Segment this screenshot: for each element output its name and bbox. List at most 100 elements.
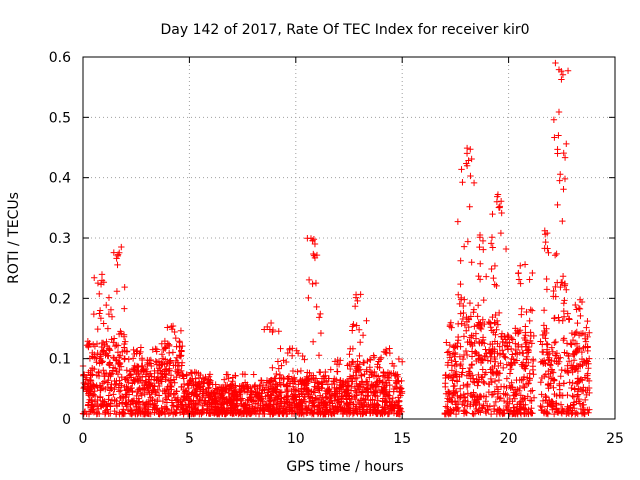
data-point [382,348,389,356]
data-point [202,397,209,405]
data-point [320,410,327,418]
x-tick-label: 5 [185,431,194,447]
data-point [451,353,458,360]
data-point [96,290,103,298]
data-point [168,397,176,404]
data-point [559,273,567,280]
data-point [252,389,260,397]
data-point [526,276,533,283]
data-point [581,335,589,342]
data-point [245,408,253,416]
data-point [312,394,319,402]
data-point [137,348,144,356]
data-point [310,236,318,243]
data-point [313,303,320,311]
data-point [123,391,130,398]
data-point [362,396,369,403]
data-point [166,409,174,417]
data-point [172,409,179,416]
data-point [494,191,502,198]
data-point [396,404,403,412]
data-point [474,301,482,309]
data-point [176,343,183,351]
data-point [544,409,551,417]
data-point [550,116,558,124]
data-point [496,395,503,402]
data-point [374,380,381,388]
data-point [167,357,174,364]
data-point [583,391,590,399]
data-point [489,364,496,372]
data-point [105,373,112,380]
data-point [256,383,263,391]
data-point [528,307,536,314]
data-point [230,382,238,390]
data-point [446,321,454,329]
data-point [162,344,170,351]
data-point [516,384,524,392]
data-point [250,371,257,378]
data-point [555,108,563,116]
data-point [137,390,145,397]
data-point [478,405,486,412]
data-point [91,274,98,282]
data-point [367,368,375,376]
data-point [511,395,519,402]
data-point [489,244,496,251]
data-point [99,348,106,355]
data-point [564,310,571,317]
data-point [490,402,498,410]
data-point [573,340,581,347]
data-point [299,399,306,407]
data-point [445,348,453,355]
data-point [468,259,475,266]
data-point [148,389,155,396]
data-point [441,410,449,418]
data-point [192,386,200,393]
data-point [574,346,581,354]
data-point [347,345,354,353]
data-point [258,377,265,385]
data-point [232,372,239,380]
data-point [320,398,327,405]
data-point [91,365,98,373]
data-point [497,198,505,205]
data-point [111,407,118,415]
data-point [341,408,348,415]
data-point [169,402,176,409]
data-point [174,359,181,366]
data-point [322,394,330,402]
data-point [220,401,227,408]
data-point [278,362,285,369]
data-point [170,362,177,369]
data-point [224,371,232,378]
y-axis-label: ROTI / TECUs [6,192,22,284]
data-point [331,358,339,365]
data-point [276,371,284,379]
data-point [452,371,460,378]
data-point [569,409,576,417]
data-point [348,393,356,400]
data-point [455,291,462,298]
data-point [155,365,163,372]
data-point [354,297,361,305]
data-point [456,300,463,308]
data-point [135,369,142,377]
data-point [502,245,510,253]
data-point [182,401,190,409]
data-point [467,172,474,180]
data-point [218,384,225,391]
data-point [159,355,167,362]
data-point [94,410,101,417]
data-point [221,410,229,418]
x-tick-label: 15 [393,431,411,447]
data-point [503,406,511,413]
data-point [489,313,496,321]
data-point [326,389,333,397]
data-point [130,377,138,384]
data-point [570,393,578,401]
data-point [351,303,359,310]
data-point [358,396,365,404]
data-point [111,386,118,393]
data-point [393,380,400,387]
